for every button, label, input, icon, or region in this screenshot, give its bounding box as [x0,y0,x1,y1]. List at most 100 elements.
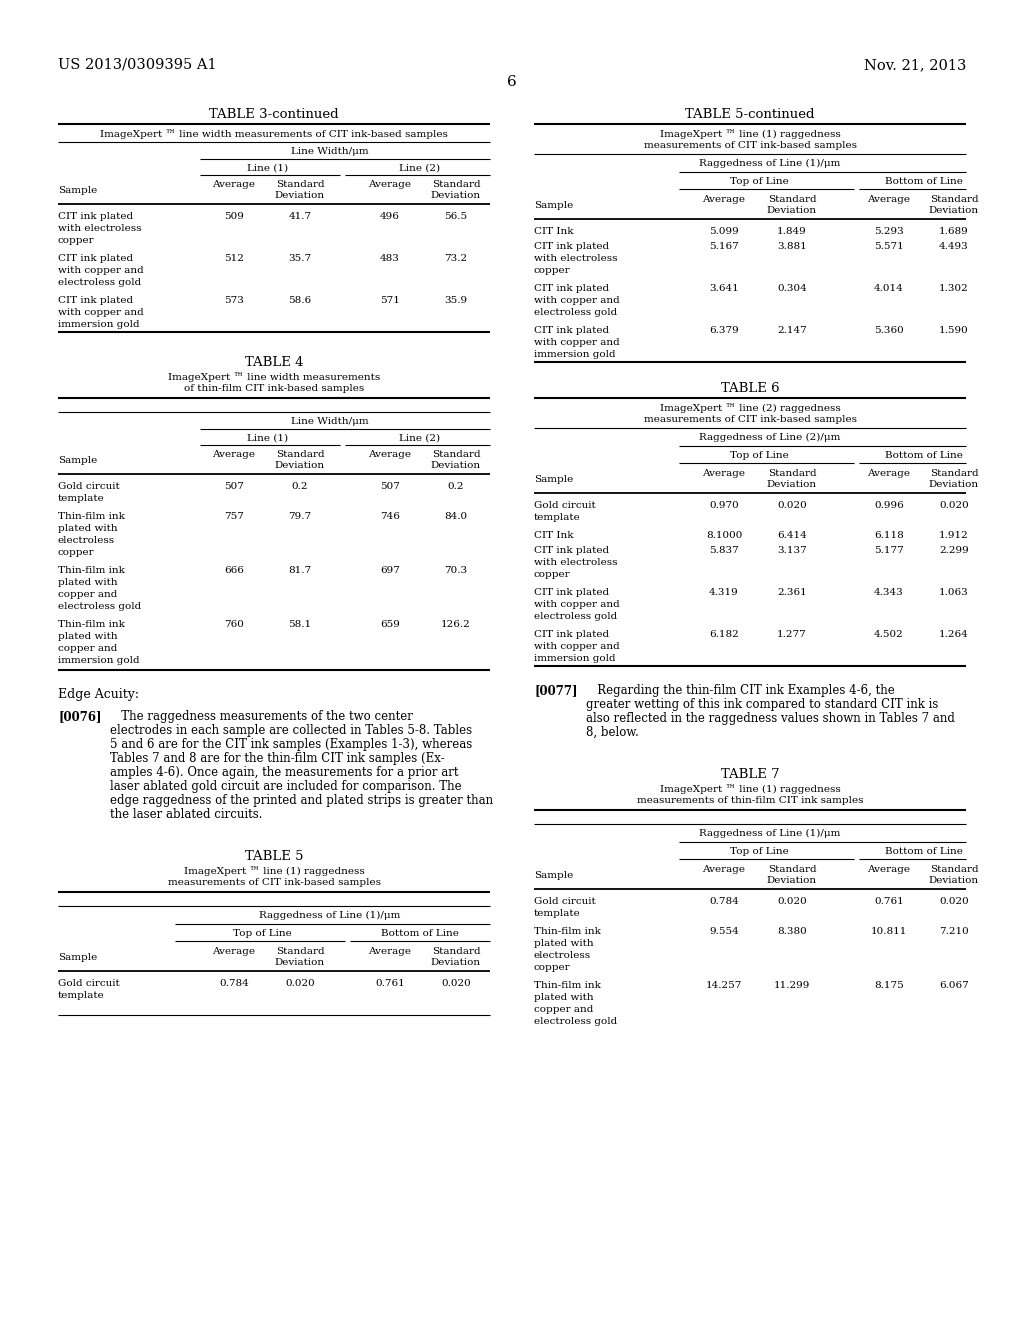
Text: plated with: plated with [534,993,594,1002]
Text: ImageXpert ™ line width measurements of CIT ink-based samples: ImageXpert ™ line width measurements of … [100,129,447,139]
Text: 6.182: 6.182 [710,630,739,639]
Text: copper and: copper and [58,590,118,599]
Text: 507: 507 [380,482,400,491]
Text: Standard: Standard [768,195,816,205]
Text: 4.502: 4.502 [874,630,904,639]
Text: electroless: electroless [58,536,115,545]
Text: 1.689: 1.689 [939,227,969,236]
Text: ImageXpert ™ line (2) raggedness: ImageXpert ™ line (2) raggedness [659,403,841,413]
Text: Line (2): Line (2) [399,164,440,173]
Text: Regarding the thin-film CIT ink Examples 4-6, the: Regarding the thin-film CIT ink Examples… [586,684,895,697]
Text: 8, below.: 8, below. [586,726,639,739]
Text: with copper and: with copper and [534,296,620,305]
Text: 760: 760 [224,620,244,630]
Text: 1.912: 1.912 [939,531,969,540]
Text: Standard: Standard [432,946,480,956]
Text: with copper and: with copper and [58,267,143,275]
Text: 0.784: 0.784 [710,898,739,906]
Text: 81.7: 81.7 [289,566,311,576]
Text: CIT ink plated: CIT ink plated [534,630,609,639]
Text: measurements of CIT ink-based samples: measurements of CIT ink-based samples [643,141,856,150]
Text: Deviation: Deviation [274,958,325,968]
Text: [0076]: [0076] [58,710,101,723]
Text: 5.571: 5.571 [874,242,904,251]
Text: 9.554: 9.554 [710,927,739,936]
Text: 73.2: 73.2 [444,253,468,263]
Text: Gold circuit: Gold circuit [58,482,120,491]
Text: 1.849: 1.849 [777,227,807,236]
Text: 1.590: 1.590 [939,326,969,335]
Text: 11.299: 11.299 [774,981,810,990]
Text: copper: copper [58,236,94,246]
Text: 4.343: 4.343 [874,587,904,597]
Text: Thin-film ink: Thin-film ink [534,981,601,990]
Text: 0.020: 0.020 [285,979,314,987]
Text: Standard: Standard [768,469,816,478]
Text: Sample: Sample [534,871,573,880]
Text: Average: Average [369,180,412,189]
Text: 10.811: 10.811 [870,927,907,936]
Text: CIT ink plated: CIT ink plated [534,587,609,597]
Text: 2.361: 2.361 [777,587,807,597]
Text: 14.257: 14.257 [706,981,742,990]
Text: Deviation: Deviation [767,206,817,215]
Text: measurements of CIT ink-based samples: measurements of CIT ink-based samples [168,878,381,887]
Text: Standard: Standard [930,865,978,874]
Text: Standard: Standard [275,180,325,189]
Text: 6.414: 6.414 [777,531,807,540]
Text: 70.3: 70.3 [444,566,468,576]
Text: US 2013/0309395 A1: US 2013/0309395 A1 [58,58,217,73]
Text: Deviation: Deviation [767,876,817,884]
Text: [0077]: [0077] [534,684,578,697]
Text: Tables 7 and 8 are for the thin-film CIT ink samples (Ex-: Tables 7 and 8 are for the thin-film CIT… [110,752,444,766]
Text: immersion gold: immersion gold [58,656,139,665]
Text: Average: Average [867,469,910,478]
Text: Deviation: Deviation [929,480,979,488]
Text: Standard: Standard [930,195,978,205]
Text: Average: Average [213,450,256,459]
Text: Line (1): Line (1) [248,164,289,173]
Text: Nov. 21, 2013: Nov. 21, 2013 [863,58,966,73]
Text: template: template [534,513,581,521]
Text: 4.319: 4.319 [710,587,739,597]
Text: 1.302: 1.302 [939,284,969,293]
Text: ImageXpert ™ line (1) raggedness: ImageXpert ™ line (1) raggedness [659,784,841,793]
Text: Deviation: Deviation [929,206,979,215]
Text: CIT ink plated: CIT ink plated [58,253,133,263]
Text: electroless gold: electroless gold [534,308,617,317]
Text: ImageXpert ™ line (1) raggedness: ImageXpert ™ line (1) raggedness [183,866,365,875]
Text: CIT ink plated: CIT ink plated [534,242,609,251]
Text: template: template [534,909,581,917]
Text: Line (2): Line (2) [399,434,440,444]
Text: 573: 573 [224,296,244,305]
Text: Gold circuit: Gold circuit [534,502,596,510]
Text: copper: copper [534,964,570,972]
Text: Deviation: Deviation [431,461,481,470]
Text: 41.7: 41.7 [289,213,311,220]
Text: 0.761: 0.761 [375,979,404,987]
Text: Standard: Standard [930,469,978,478]
Text: 666: 666 [224,566,244,576]
Text: Sample: Sample [58,186,97,195]
Text: Average: Average [867,865,910,874]
Text: 5.099: 5.099 [710,227,739,236]
Text: also reflected in the raggedness values shown in Tables 7 and: also reflected in the raggedness values … [586,711,954,725]
Text: 1.264: 1.264 [939,630,969,639]
Text: Standard: Standard [768,865,816,874]
Text: 2.299: 2.299 [939,546,969,554]
Text: 0.761: 0.761 [874,898,904,906]
Text: Average: Average [867,195,910,205]
Text: 496: 496 [380,213,400,220]
Text: electroless: electroless [534,950,591,960]
Text: of thin-film CIT ink-based samples: of thin-film CIT ink-based samples [184,384,365,393]
Text: Standard: Standard [275,450,325,459]
Text: 1.277: 1.277 [777,630,807,639]
Text: copper and: copper and [58,644,118,653]
Text: 0.2: 0.2 [447,482,464,491]
Text: Average: Average [369,450,412,459]
Text: 35.7: 35.7 [289,253,311,263]
Text: Standard: Standard [432,450,480,459]
Text: CIT ink plated: CIT ink plated [534,546,609,554]
Text: electrodes in each sample are collected in Tables 5-8. Tables: electrodes in each sample are collected … [110,723,472,737]
Text: Top of Line: Top of Line [730,177,788,186]
